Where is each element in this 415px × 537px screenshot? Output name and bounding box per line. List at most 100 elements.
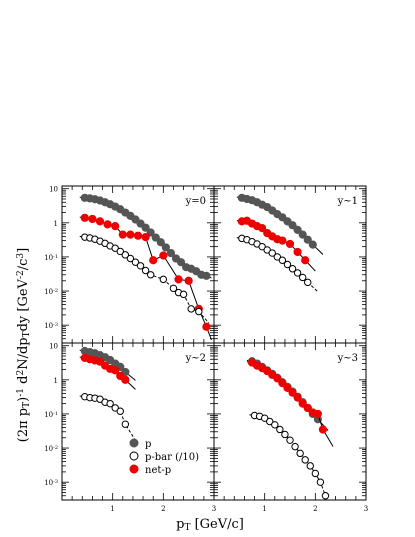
tick-base: 10 xyxy=(44,445,53,453)
tick-exponent: -1 xyxy=(53,411,58,417)
panel-label: y~2 xyxy=(185,353,206,364)
label-part: dy [GeV xyxy=(16,278,31,331)
data-point xyxy=(301,256,310,265)
y-tick-label: 10-3 xyxy=(44,322,58,330)
data-point xyxy=(278,256,287,264)
data-point xyxy=(159,251,168,260)
data-point xyxy=(111,404,119,412)
tick-exponent: -3 xyxy=(53,479,58,485)
data-point xyxy=(278,236,287,245)
data-point xyxy=(159,275,168,284)
label-part: N/dp xyxy=(16,337,31,369)
label-part: p xyxy=(176,517,184,532)
data-point xyxy=(293,225,302,234)
data-point xyxy=(146,228,155,237)
tick-base: 10 xyxy=(44,288,53,296)
data-point xyxy=(293,247,302,257)
data-point xyxy=(303,403,312,413)
data-point xyxy=(161,243,170,252)
data-point xyxy=(298,273,307,282)
label-part: T xyxy=(184,523,190,533)
data-point xyxy=(321,492,330,500)
data-point xyxy=(103,220,112,229)
data-point xyxy=(268,249,276,257)
data-point xyxy=(121,251,130,259)
data-point xyxy=(121,375,130,384)
tick-base: 10 xyxy=(44,411,53,419)
data-point xyxy=(291,442,299,451)
label-part: 3 xyxy=(16,253,26,259)
data-point xyxy=(116,407,124,415)
data-point xyxy=(111,366,120,375)
panel-frame xyxy=(61,342,215,501)
data-point xyxy=(121,420,130,428)
x-tick-label: 3 xyxy=(364,505,368,513)
data-point xyxy=(202,271,211,280)
data-point xyxy=(184,276,193,285)
data-point xyxy=(278,379,287,388)
tick-base: 1 xyxy=(54,220,58,228)
data-point xyxy=(126,254,135,263)
panel-label: y~1 xyxy=(337,196,358,207)
data-point xyxy=(187,305,195,313)
panel-frame xyxy=(213,342,367,501)
data-point xyxy=(141,223,150,232)
panel-label: y=0 xyxy=(185,196,206,207)
tick-base: 10 xyxy=(44,479,53,487)
data-point xyxy=(303,235,312,244)
tick-exponent: -1 xyxy=(53,254,58,260)
data-point xyxy=(141,233,150,242)
data-point xyxy=(176,258,186,267)
data-point xyxy=(126,230,135,239)
y-tick-label: 10-2 xyxy=(44,445,58,453)
data-point xyxy=(313,409,322,419)
legend-label: p xyxy=(145,439,151,450)
data-point xyxy=(118,230,127,239)
fit-curve xyxy=(249,414,326,496)
data-point xyxy=(149,256,158,265)
data-point xyxy=(288,265,297,273)
data-point xyxy=(276,425,284,434)
data-point xyxy=(95,217,105,226)
y-tick-label: 10-1 xyxy=(44,411,58,419)
data-point xyxy=(146,271,155,279)
label-part: ] xyxy=(16,248,31,253)
legend: p p-bar (/10) net-p xyxy=(129,438,199,476)
legend-marker xyxy=(129,464,139,474)
data-point xyxy=(156,238,165,247)
data-point xyxy=(131,258,140,266)
panel-label: y~3 xyxy=(337,353,358,364)
tick-base: 1 xyxy=(54,377,58,385)
panel-4: 1 2 3 y~3 xyxy=(213,342,368,513)
data-point xyxy=(281,430,289,439)
data-point xyxy=(169,284,178,293)
x-axis-title: pT [GeV/c] xyxy=(176,517,244,533)
label-part: /c xyxy=(16,259,31,271)
data-point xyxy=(258,224,267,233)
data-point xyxy=(296,449,304,458)
data-point xyxy=(133,231,143,240)
legend-marker xyxy=(129,451,139,461)
x-tick-label: 1 xyxy=(262,505,266,513)
data-point xyxy=(151,233,160,242)
data-point xyxy=(311,469,320,478)
data-point xyxy=(286,436,294,444)
data-point xyxy=(136,262,145,270)
fit-curve xyxy=(246,361,334,447)
data-point xyxy=(166,248,176,258)
y-tick-label: 10-1 xyxy=(44,254,58,262)
label-part: -1 xyxy=(16,388,26,397)
data-point xyxy=(258,242,266,251)
y-tick-label: 10-2 xyxy=(44,288,58,296)
label-part: T xyxy=(22,402,32,408)
data-point xyxy=(202,322,211,331)
data-point xyxy=(304,278,312,287)
y-tick-label: 10 xyxy=(49,343,58,351)
x-tick-label: 1 xyxy=(110,505,114,513)
tick-exponent: -3 xyxy=(53,322,58,328)
y-tick-label: 10 xyxy=(49,186,58,194)
tick-exponent: -2 xyxy=(53,288,58,294)
